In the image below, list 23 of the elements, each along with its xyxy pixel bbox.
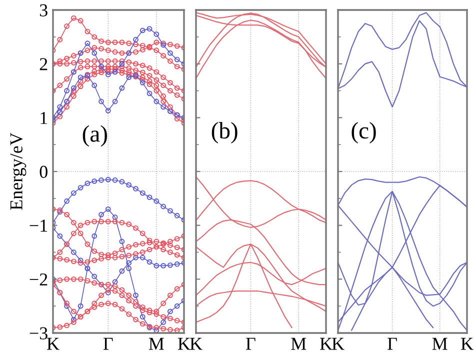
y-tick-label: −2 bbox=[30, 273, 48, 286]
y-tick-label: 0 bbox=[40, 166, 48, 178]
x-tick-label: K bbox=[320, 338, 332, 350]
x-tick-label: K bbox=[47, 338, 60, 350]
x-tick-label: Γ bbox=[103, 338, 113, 350]
y-tick-label: −1 bbox=[30, 220, 48, 232]
x-tick-label: K bbox=[461, 338, 474, 350]
y-tick-label: 1 bbox=[40, 112, 48, 124]
annotation: (a) bbox=[82, 125, 107, 147]
y-tick-label: 2 bbox=[40, 58, 48, 70]
x-tick-label: K bbox=[190, 338, 202, 350]
annotation: (c) bbox=[352, 122, 376, 144]
x-tick-label: K bbox=[178, 338, 190, 350]
x-tick-label: M bbox=[148, 338, 164, 350]
x-tick-label: M bbox=[432, 338, 448, 350]
x-tick-label: Γ bbox=[388, 338, 397, 350]
y-tick-label: 3 bbox=[40, 4, 48, 16]
annotation: (b) bbox=[212, 122, 238, 144]
x-tick-label: K bbox=[332, 338, 344, 350]
x-tick-label: M bbox=[291, 338, 306, 350]
y-axis-title: Energy/eV bbox=[10, 132, 26, 210]
x-tick-label: Γ bbox=[246, 338, 256, 350]
y-tick-label: −3 bbox=[30, 327, 48, 340]
